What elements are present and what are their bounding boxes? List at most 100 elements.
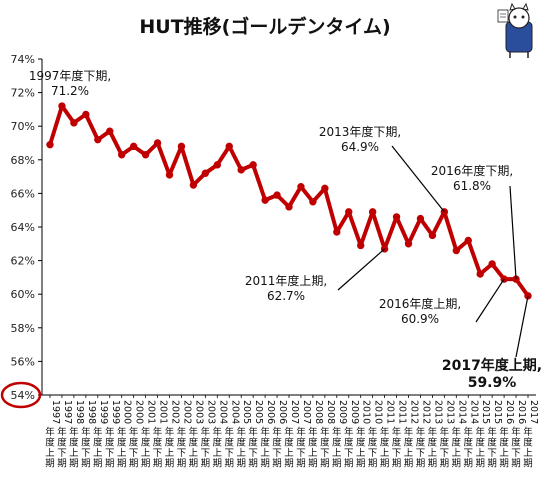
data-point [201,169,210,177]
annotation-label: 2016年度下期, [431,163,513,178]
annotation-leader [391,145,445,213]
x-axis-categories: 1997 年度上期 1997 年度下期 1998 年度上期 1998 年度下期 1999 年度上期… [45,395,539,470]
x-tick-label: 1998 [86,400,97,424]
data-point [404,240,413,248]
y-baseline-highlight [0,381,42,409]
x-tick-label: 1999 [110,400,121,424]
data-point [70,119,78,127]
x-tick-label-suffix: 年度上期 [165,426,175,470]
y-axis-ticks: 54% 56% 58% 60% 62% 64% 66% 68% 70% 72% 74% [0,53,42,409]
x-tick-label: 2000 [134,400,145,424]
x-tick-label-suffix: 年度上期 [236,426,246,470]
x-tick-label-suffix: 年度下期 [81,426,91,470]
data-point [488,260,496,268]
x-tick-label-suffix: 年度下期 [440,426,450,470]
data-point [237,166,245,174]
x-tick-label: 2001 [158,400,169,424]
x-tick-label-suffix: 年度下期 [105,426,115,470]
x-tick-label: 2007 [289,400,300,424]
x-tick-label: 2013 [432,400,443,424]
data-point [368,208,377,216]
x-tick-label-suffix: 年度下期 [272,426,282,470]
x-tick-label: 2013 [444,400,455,424]
x-tick-label-suffix: 年度上期 [380,426,390,470]
x-tick-label: 2010 [373,400,384,424]
x-tick-label: 2015 [492,400,503,424]
data-point [309,198,317,206]
annotation-label: 2016年度上期, [379,296,461,311]
x-tick-label-suffix: 年度下期 [320,426,330,470]
data-point [357,241,365,250]
x-tick-label-suffix: 年度上期 [260,426,270,470]
annotation-leader [515,295,529,358]
data-point [392,213,401,221]
x-tick-label: 2000 [122,400,133,424]
y-tick-label: 66% [11,187,35,200]
x-tick-label: 2003 [193,400,204,424]
x-tick-label: 2011 [385,400,396,424]
x-tick-label: 1998 [74,400,85,424]
data-point [153,139,162,147]
x-tick-label-suffix: 年度下期 [129,426,139,470]
x-tick-label-suffix: 年度下期 [487,426,497,470]
y-tick-label: 60% [11,288,35,301]
y-tick-label: 64% [11,221,35,234]
x-tick-label: 2004 [217,400,228,424]
data-point [476,270,484,278]
x-tick-label: 2016 [504,400,515,424]
x-tick-label: 2015 [480,400,491,424]
x-tick-label-suffix: 年度下期 [463,426,473,470]
x-tick-label: 2016 [516,400,527,424]
x-tick-label: 1999 [98,400,109,424]
x-tick-label: 1997 [50,400,61,424]
x-tick-label: 2007 [301,400,312,424]
data-point [165,171,174,179]
y-tick-label: 70% [11,120,35,133]
data-point [273,191,281,199]
x-tick-label-suffix: 年度下期 [368,426,378,470]
x-tick-label: 2004 [229,400,240,424]
x-tick-label: 2001 [146,400,157,424]
data-point [46,140,54,149]
x-tick-label: 2014 [468,400,479,424]
data-point [58,102,66,110]
x-tick-label-suffix: 年度下期 [511,426,521,470]
data-point [189,181,198,189]
x-tick-label: 2002 [181,400,192,424]
data-point [345,208,353,216]
data-point [285,203,293,211]
x-tick-label-suffix: 年度下期 [224,426,234,470]
y-tick-label: 56% [11,355,35,368]
x-tick-label: 2003 [205,400,216,424]
annotation-label: 2017年度上期, [442,357,542,374]
x-tick-label-suffix: 年度上期 [213,426,223,470]
x-tick-label-suffix: 年度下期 [57,426,67,470]
annotation-value: 71.2% [51,84,89,98]
x-tick-label-suffix: 年度上期 [189,426,199,470]
x-tick-label: 2006 [277,400,288,424]
x-tick-label-suffix: 年度上期 [499,426,509,470]
x-tick-label-suffix: 年度下期 [153,426,163,470]
series-polyline [48,104,530,298]
x-tick-label: 2012 [420,400,431,424]
data-point [428,231,437,240]
data-point [129,142,138,151]
x-tick-label-suffix: 年度下期 [248,426,258,470]
data-point [82,110,90,119]
x-tick-label-suffix: 年度下期 [344,426,354,470]
data-point [249,161,257,169]
x-tick-label-suffix: 年度下期 [392,426,402,470]
data-point [333,228,341,236]
x-tick-label: 2008 [325,400,336,424]
data-point [213,161,222,169]
data-point [416,214,425,223]
y-tick-label: 74% [11,53,35,66]
data-point [297,182,305,191]
y-tick-label: 58% [11,322,35,335]
x-tick-label-suffix: 年度上期 [475,426,485,470]
x-tick-label-suffix: 年度上期 [141,426,151,470]
data-point [94,135,102,144]
x-tick-label-suffix: 年度上期 [308,426,318,470]
x-tick-label-suffix: 年度下期 [416,426,426,470]
annotation-leader [475,278,505,323]
